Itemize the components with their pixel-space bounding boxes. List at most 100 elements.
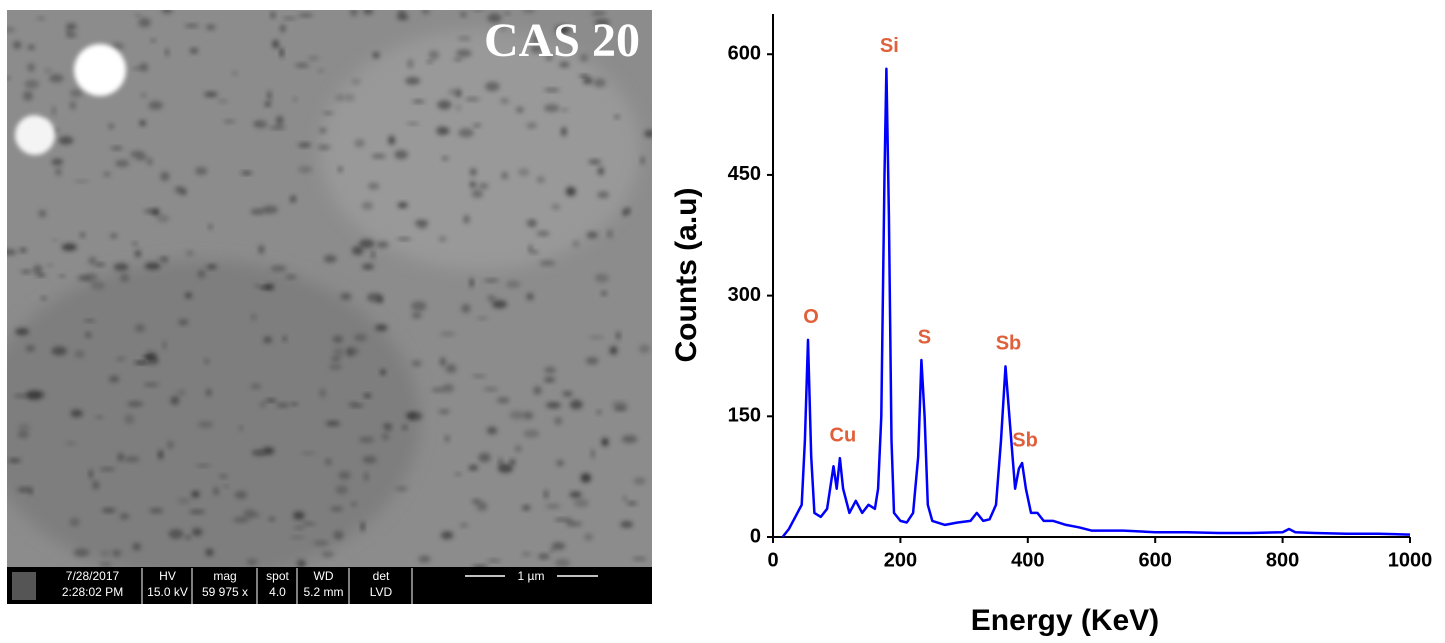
speck [52,106,56,116]
speck [178,319,188,325]
speck [74,548,90,557]
speck [271,265,287,271]
speck [406,122,419,125]
speck [185,535,191,540]
speck [135,361,149,365]
speck [162,341,166,350]
speck [573,241,580,247]
speck [185,292,192,298]
speck [556,460,564,466]
speck [259,401,266,408]
speck [406,412,416,419]
y-tick-label: 450 [728,163,761,185]
spectrum-chart: 015030045060002004006008001000OCuSiSSbSb [728,14,1433,571]
speck [581,473,592,483]
shade [0,260,420,580]
speck [74,180,89,183]
speck [383,423,392,429]
speck [442,156,449,160]
speck [478,183,488,189]
speck [132,543,141,551]
speck [319,128,326,133]
speck [232,71,238,76]
speck [276,116,284,126]
y-tick-label: 300 [728,284,761,306]
speck [4,27,15,32]
speck [497,397,510,403]
speck [552,204,560,210]
speck [33,265,42,275]
speck [373,52,380,58]
speck [67,28,72,36]
speck [319,388,326,397]
speck [544,367,556,374]
speck [368,183,379,190]
speck [335,485,348,494]
peak-label: S [918,326,931,348]
speck [555,559,570,567]
speck [518,168,529,176]
speck [206,25,216,30]
speck [363,456,377,464]
speck [364,393,371,397]
speck [589,335,604,339]
speck [500,98,509,104]
speck [546,402,561,408]
speck [108,124,113,129]
speck [52,239,60,242]
speck [135,324,145,332]
x-axis-label: Energy (KeV) [971,604,1159,637]
speck [189,510,205,514]
x-tick-label: 0 [767,549,778,571]
sample-label: CAS 20 [484,14,640,67]
speck [478,453,490,463]
speck [272,40,279,49]
speck [552,542,566,550]
speck [18,430,29,438]
speck [473,8,483,11]
speck [324,255,337,263]
speck [62,243,77,251]
speck [95,416,103,419]
speck [388,136,395,145]
speck [49,74,64,82]
speck [375,324,388,331]
speck [69,518,79,527]
speck [135,13,142,16]
speck [136,154,147,161]
speck [110,233,117,239]
speck [633,557,647,561]
speck [139,120,145,126]
info-text: 2:28:02 PM [62,585,123,599]
speck [362,202,373,210]
speck [88,257,96,265]
speck [485,82,500,92]
speck [351,78,361,85]
speck [114,263,129,271]
speck [190,48,198,54]
speck [233,517,249,523]
speck [170,396,179,405]
speck [250,383,261,389]
speck [544,377,555,382]
info-text: det [373,569,390,583]
speck [85,332,92,338]
speck [583,77,593,84]
speck [78,275,91,280]
speck [359,239,375,248]
speck [91,282,105,290]
speck [458,128,474,137]
speck [487,559,501,562]
speck [439,236,446,242]
info-text: spot [266,569,289,583]
speck [367,293,381,302]
speck [270,126,285,130]
speck [55,168,61,176]
speck [439,409,450,414]
speck [574,499,589,507]
speck [74,350,85,357]
speck [325,458,332,465]
speck [206,549,214,556]
speck [597,191,609,198]
